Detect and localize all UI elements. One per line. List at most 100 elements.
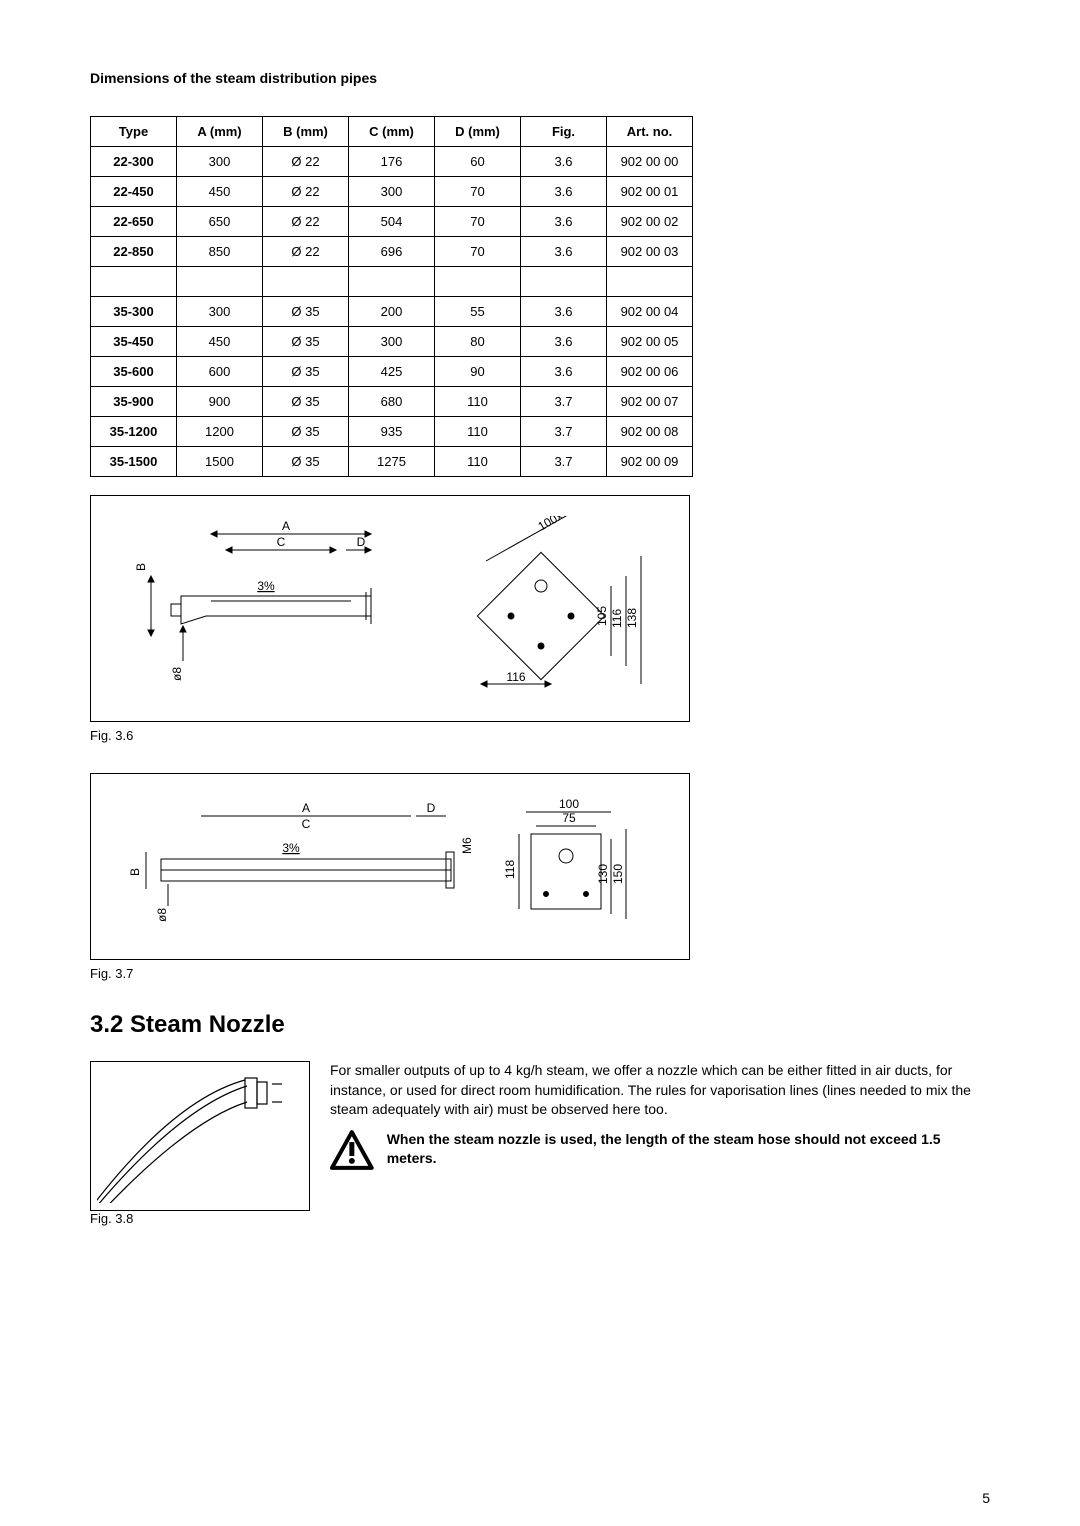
table-cell: 3.7 — [521, 417, 607, 447]
table-cell: 35-1200 — [91, 417, 177, 447]
fig-3-8-label: Fig. 3.8 — [90, 1211, 310, 1226]
table-cell: 3.6 — [521, 357, 607, 387]
table-cell: 935 — [349, 417, 435, 447]
svg-text:D: D — [357, 535, 366, 549]
nozzle-text-block: For smaller outputs of up to 4 kg/h stea… — [330, 1061, 990, 1170]
dimensions-table: TypeA (mm)B (mm)C (mm)D (mm)Fig.Art. no.… — [90, 116, 693, 477]
table-cell: 902 00 02 — [607, 207, 693, 237]
table-header: B (mm) — [263, 117, 349, 147]
table-row: 35-600600Ø 35425903.6902 00 06 — [91, 357, 693, 387]
table-row: 35-900900Ø 356801103.7902 00 07 — [91, 387, 693, 417]
heading-steam-nozzle: 3.2 Steam Nozzle — [90, 1011, 990, 1039]
table-cell: 450 — [177, 327, 263, 357]
table-cell: 902 00 03 — [607, 237, 693, 267]
table-row: 35-12001200Ø 359351103.7902 00 08 — [91, 417, 693, 447]
table-cell: 680 — [349, 387, 435, 417]
svg-text:100: 100 — [559, 797, 579, 811]
table-cell: 55 — [435, 297, 521, 327]
table-header: D (mm) — [435, 117, 521, 147]
table-cell: 850 — [177, 237, 263, 267]
table-cell: 902 00 09 — [607, 447, 693, 477]
svg-text:116: 116 — [610, 609, 624, 628]
section-title: Dimensions of the steam distribution pip… — [90, 70, 990, 86]
table-header: Fig. — [521, 117, 607, 147]
svg-text:ø8: ø8 — [170, 667, 184, 681]
svg-text:130: 130 — [596, 864, 610, 884]
table-cell: 902 00 07 — [607, 387, 693, 417]
table-cell: 110 — [435, 387, 521, 417]
table-header: Type — [91, 117, 177, 147]
table-cell: 600 — [177, 357, 263, 387]
nozzle-paragraph: For smaller outputs of up to 4 kg/h stea… — [330, 1061, 990, 1120]
table-cell: 902 00 00 — [607, 147, 693, 177]
svg-text:150: 150 — [611, 864, 625, 884]
table-row — [91, 267, 693, 297]
table-cell: 35-900 — [91, 387, 177, 417]
table-cell: 300 — [177, 297, 263, 327]
svg-text:C: C — [302, 817, 311, 831]
svg-text:A: A — [282, 519, 290, 533]
table-row: 35-300300Ø 35200553.6902 00 04 — [91, 297, 693, 327]
table-cell: 902 00 04 — [607, 297, 693, 327]
table-cell: 902 00 08 — [607, 417, 693, 447]
svg-text:118: 118 — [503, 860, 517, 879]
table-cell: 504 — [349, 207, 435, 237]
table-cell: Ø 35 — [263, 297, 349, 327]
table-row: 35-15001500Ø 3512751103.7902 00 09 — [91, 447, 693, 477]
table-cell: 3.6 — [521, 177, 607, 207]
table-row: 22-300300Ø 22176603.6902 00 00 — [91, 147, 693, 177]
page-number: 5 — [982, 1490, 990, 1506]
table-cell: 1275 — [349, 447, 435, 477]
table-cell: 90 — [435, 357, 521, 387]
table-cell: 3.7 — [521, 387, 607, 417]
svg-text:B: B — [134, 563, 148, 571]
table-cell: Ø 35 — [263, 387, 349, 417]
table-cell: Ø 22 — [263, 207, 349, 237]
table-cell: 110 — [435, 417, 521, 447]
table-cell: 200 — [349, 297, 435, 327]
table-cell: 450 — [177, 177, 263, 207]
table-cell: 35-450 — [91, 327, 177, 357]
svg-text:138: 138 — [625, 608, 639, 628]
table-cell: 35-300 — [91, 297, 177, 327]
table-cell: 3.6 — [521, 237, 607, 267]
table-cell: Ø 22 — [263, 147, 349, 177]
svg-text:100x100: 100x100 — [536, 516, 583, 534]
table-row: 22-650650Ø 22504703.6902 00 02 — [91, 207, 693, 237]
fig-3-6-label: Fig. 3.6 — [90, 728, 990, 743]
table-cell: 650 — [177, 207, 263, 237]
svg-text:3%: 3% — [257, 579, 275, 593]
table-cell: Ø 22 — [263, 177, 349, 207]
table-cell: Ø 35 — [263, 447, 349, 477]
table-cell: 3.6 — [521, 297, 607, 327]
table-row: 22-850850Ø 22696703.6902 00 03 — [91, 237, 693, 267]
table-cell: 902 00 01 — [607, 177, 693, 207]
table-cell: Ø 22 — [263, 237, 349, 267]
warning-icon — [330, 1130, 375, 1170]
table-cell: 300 — [349, 327, 435, 357]
table-cell: Ø 35 — [263, 357, 349, 387]
svg-text:ø8: ø8 — [155, 908, 169, 922]
svg-text:105: 105 — [595, 606, 609, 626]
figure-3-7: A C D 3% B ø8 M6 100 75 118 130 150 — [90, 773, 690, 960]
table-cell: 300 — [177, 147, 263, 177]
table-cell: 902 00 05 — [607, 327, 693, 357]
table-cell: 60 — [435, 147, 521, 177]
table-row: 35-450450Ø 35300803.6902 00 05 — [91, 327, 693, 357]
table-row: 22-450450Ø 22300703.6902 00 01 — [91, 177, 693, 207]
table-cell: 22-300 — [91, 147, 177, 177]
table-cell: 3.7 — [521, 447, 607, 477]
fig-3-7-label: Fig. 3.7 — [90, 966, 990, 981]
table-cell: 70 — [435, 177, 521, 207]
table-cell: 22-850 — [91, 237, 177, 267]
table-cell: 3.6 — [521, 147, 607, 177]
table-cell: 35-600 — [91, 357, 177, 387]
table-cell: 70 — [435, 237, 521, 267]
svg-text:3%: 3% — [282, 841, 300, 855]
svg-text:A: A — [302, 801, 310, 815]
table-cell: Ø 35 — [263, 417, 349, 447]
table-cell: 900 — [177, 387, 263, 417]
svg-text:75: 75 — [562, 811, 576, 825]
table-header: C (mm) — [349, 117, 435, 147]
table-cell: Ø 35 — [263, 327, 349, 357]
